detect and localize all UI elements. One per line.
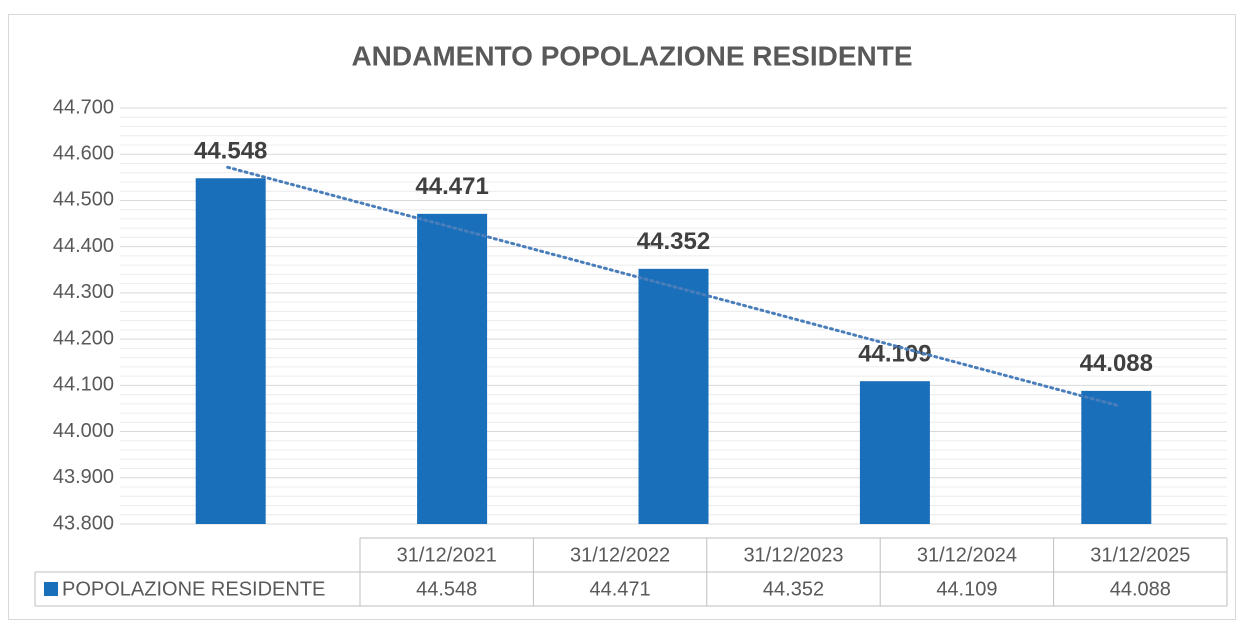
y-tick-label: 44.500 bbox=[53, 189, 114, 211]
bar bbox=[1081, 390, 1152, 524]
y-tick-label: 44.400 bbox=[53, 235, 114, 257]
data-label: 44.471 bbox=[415, 173, 488, 200]
chart-frame bbox=[8, 14, 1236, 620]
y-tick-label: 44.000 bbox=[53, 420, 114, 442]
trendline bbox=[226, 165, 1121, 408]
legend-key bbox=[44, 582, 58, 596]
table-value: 44.109 bbox=[936, 578, 997, 600]
y-tick-label: 44.200 bbox=[53, 327, 114, 349]
bar bbox=[417, 213, 488, 525]
table-value: 44.471 bbox=[590, 578, 651, 600]
x-tick-label: 31/12/2023 bbox=[743, 544, 843, 566]
x-tick-label: 31/12/2025 bbox=[1090, 544, 1190, 566]
y-tick-label: 44.100 bbox=[53, 374, 114, 396]
data-label: 44.548 bbox=[194, 138, 267, 165]
y-tick-label: 43.800 bbox=[53, 512, 114, 534]
y-tick-label: 43.900 bbox=[53, 466, 114, 488]
bar bbox=[638, 268, 709, 524]
x-tick-label: 31/12/2022 bbox=[570, 544, 670, 566]
table-value: 44.088 bbox=[1110, 578, 1171, 600]
chart-title: ANDAMENTO POPOLAZIONE RESIDENTE bbox=[351, 40, 912, 71]
x-tick-label: 31/12/2024 bbox=[917, 544, 1017, 566]
legend-label: POPOLAZIONE RESIDENTE bbox=[62, 578, 325, 600]
x-tick-label: 31/12/2021 bbox=[397, 544, 497, 566]
table-value: 44.548 bbox=[416, 578, 477, 600]
bar bbox=[859, 381, 930, 524]
bar bbox=[195, 178, 266, 524]
table-value: 44.352 bbox=[763, 578, 824, 600]
y-tick-label: 44.600 bbox=[53, 143, 114, 165]
data-label: 44.352 bbox=[637, 228, 710, 255]
y-tick-label: 44.700 bbox=[53, 96, 114, 118]
y-tick-label: 44.300 bbox=[53, 281, 114, 303]
data-label: 44.088 bbox=[1080, 350, 1153, 377]
